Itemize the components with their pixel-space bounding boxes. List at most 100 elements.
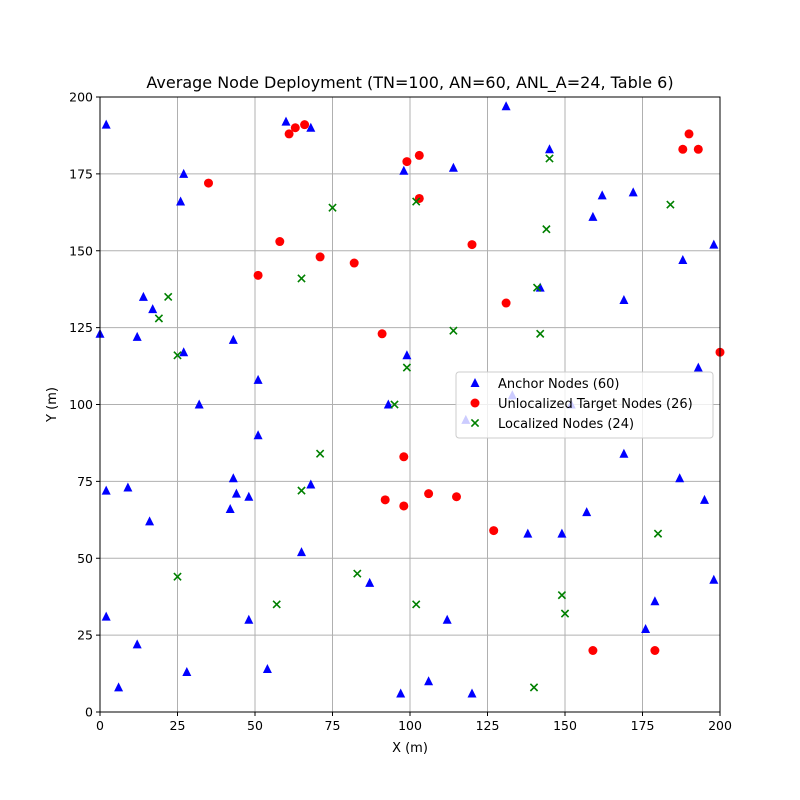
anchor-node-point [123, 482, 133, 492]
anchor-node-point [693, 362, 703, 372]
anchor-node-point [501, 101, 511, 111]
legend-marker [470, 398, 480, 408]
target-node-point [380, 495, 390, 505]
anchor-node-point [138, 291, 148, 301]
localized-node-point [666, 200, 675, 209]
anchor-node-point [182, 667, 192, 677]
x-axis-label: X (m) [392, 741, 428, 756]
target-node-point [501, 298, 511, 308]
target-node-point [349, 258, 359, 268]
localized-node-point [154, 314, 164, 323]
x-axis-ticks: 0 25 50 75 100 125 150 175 200 [96, 712, 732, 733]
localized-node-point [315, 449, 325, 458]
localized-node-point [272, 600, 281, 609]
anchor-node-point [228, 334, 238, 344]
chart-title: Average Node Deployment (TN=100, AN=60, … [146, 73, 673, 93]
target-node-point [693, 144, 703, 154]
x-tick-label: 50 [247, 718, 263, 733]
anchor-node-point [306, 479, 316, 489]
target-node-point [588, 646, 598, 655]
anchor-node-point [675, 473, 685, 483]
y-tick-label: 100 [69, 397, 93, 412]
anchor-node-point [297, 547, 306, 557]
legend-anchor-nodes: Anchor Nodes (60) [470, 377, 619, 392]
legend-localized-nodes: Localized Nodes (24) [470, 417, 634, 432]
localized-node-point [328, 203, 337, 212]
y-tick-label: 50 [77, 551, 93, 566]
anchor-node-point [597, 190, 607, 200]
target-node-point [489, 526, 499, 536]
y-tick-label: 125 [69, 320, 93, 335]
target-node-point [678, 144, 688, 154]
y-tick-label: 0 [85, 705, 93, 720]
anchor-node-point [700, 494, 709, 504]
localized-node-point [545, 154, 554, 163]
y-tick-label: 75 [77, 474, 93, 489]
localized-node-points [154, 154, 675, 692]
target-node-point [377, 329, 387, 339]
x-tick-label: 150 [553, 718, 577, 733]
anchor-node-point [148, 304, 158, 314]
anchor-node-point [557, 528, 567, 538]
anchor-node-point [244, 614, 254, 624]
target-node-point [402, 157, 412, 167]
anchor-node-point [709, 574, 719, 584]
legend-label: Anchor Nodes (60) [498, 377, 619, 392]
legend-unlocalized-target-nodes: Unlocalized Target Nodes (26) [470, 397, 693, 412]
localized-node-point [412, 600, 421, 609]
anchor-node-point [467, 688, 477, 698]
x-tick-label: 175 [631, 718, 655, 733]
target-node-point [275, 237, 285, 247]
anchor-node-point [253, 374, 263, 384]
localized-node-point [297, 486, 306, 495]
anchor-node-point [225, 504, 235, 514]
legend-label: Localized Nodes (24) [498, 417, 634, 432]
anchor-node-point [641, 623, 651, 633]
anchor-node-point [424, 676, 434, 686]
x-tick-label: 125 [476, 718, 500, 733]
anchor-node-point [628, 187, 638, 197]
anchor-node-point [709, 239, 719, 249]
localized-node-point [560, 609, 570, 618]
localized-node-point [164, 292, 173, 302]
anchor-node-point [545, 144, 554, 154]
anchor-node-point [619, 448, 629, 458]
localized-node-point [297, 274, 306, 283]
target-node-point [424, 489, 434, 499]
anchor-node-point [582, 507, 592, 517]
target-node-point [414, 150, 424, 160]
anchor-node-point [179, 347, 189, 357]
anchor-node-point [179, 168, 189, 178]
anchor-node-point [132, 331, 142, 341]
legend-marker [470, 378, 480, 387]
anchor-node-point [383, 399, 393, 409]
target-node-point [467, 240, 477, 250]
legend-marker [470, 418, 480, 428]
localized-node-point [653, 529, 663, 538]
localized-node-point [536, 329, 545, 338]
anchor-node-point [262, 663, 272, 673]
anchor-node-point [176, 196, 186, 206]
anchor-node-point [132, 639, 142, 649]
anchor-node-point [101, 485, 111, 495]
localized-node-point [449, 326, 458, 335]
localized-node-point [390, 400, 399, 409]
target-node-point [284, 129, 294, 139]
anchor-node-point [396, 688, 406, 698]
anchor-node-point [399, 165, 409, 175]
y-tick-label: 150 [69, 243, 93, 258]
x-tick-label: 25 [170, 718, 186, 733]
target-node-point [253, 270, 263, 280]
x-tick-label: 75 [325, 718, 341, 733]
plot-frame [99, 96, 721, 713]
anchor-node-point [281, 116, 291, 126]
localized-node-point [532, 283, 542, 292]
localized-node-point [412, 197, 421, 206]
localized-node-point [529, 683, 539, 692]
anchor-node-point [253, 430, 263, 440]
y-tick-label: 25 [77, 628, 93, 643]
y-tick-label: 175 [69, 166, 93, 181]
localized-node-point [542, 225, 551, 234]
target-node-point [452, 492, 461, 502]
